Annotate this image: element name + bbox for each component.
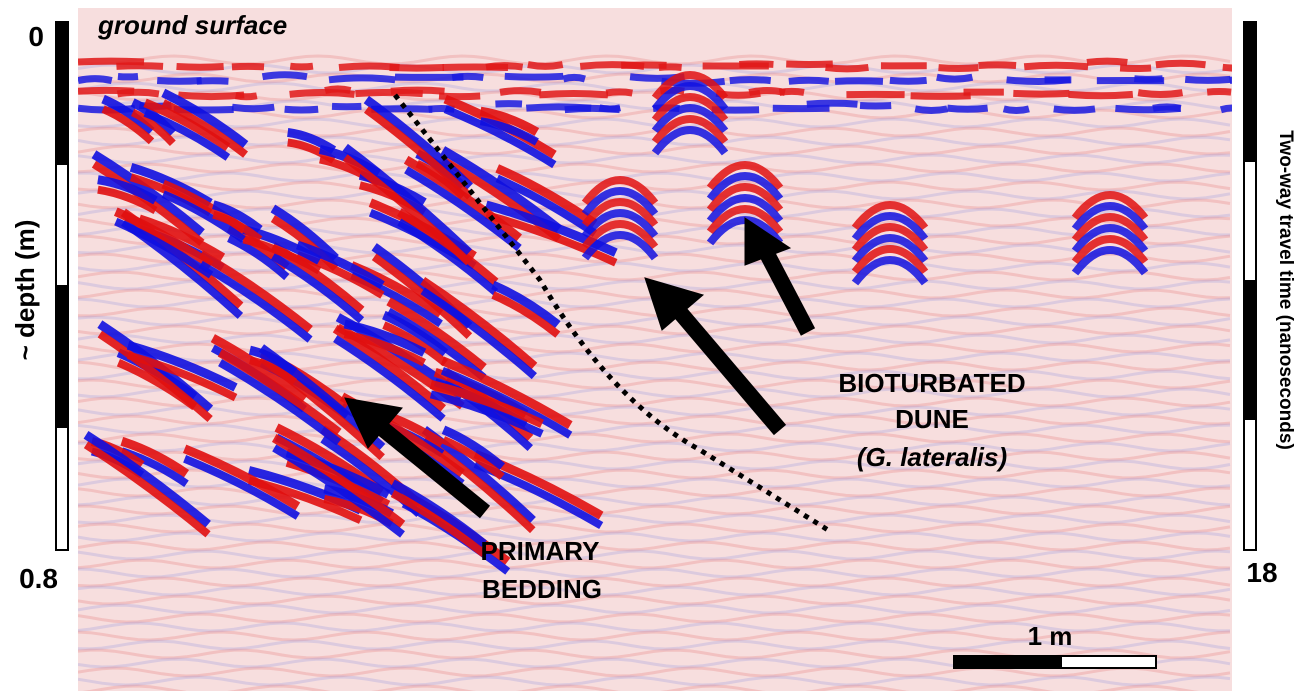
reflection	[1004, 109, 1029, 111]
bar-segment	[1244, 280, 1256, 420]
bar-segment	[56, 285, 68, 428]
reflection	[391, 90, 445, 91]
reflection	[835, 81, 883, 82]
depth-tick: 0	[28, 21, 44, 52]
reflection	[1013, 93, 1069, 94]
reflection	[730, 80, 771, 81]
reflection	[1069, 94, 1133, 95]
reflection	[1153, 107, 1181, 108]
reflection	[528, 65, 563, 67]
reflection	[389, 68, 443, 69]
reflection	[290, 66, 313, 67]
reflection	[262, 75, 306, 77]
annotation-line: BIOTURBATED	[838, 368, 1025, 398]
reflection	[807, 103, 858, 104]
page: {"header": {"title": "ground surface"}, …	[0, 0, 1301, 691]
reflection	[500, 91, 541, 93]
reflection	[979, 65, 1017, 66]
reflection	[947, 108, 987, 109]
reflection	[599, 108, 620, 109]
reflection	[937, 77, 973, 79]
depth-axis-label: ~ depth (m)	[10, 220, 40, 361]
depth-tick: 0.8	[19, 563, 58, 594]
depth-bar	[56, 22, 68, 550]
annotation-line: (G. lateralis)	[857, 442, 1007, 472]
reflection	[486, 66, 523, 67]
bar-segment	[56, 22, 68, 165]
reflection	[505, 76, 563, 77]
reflection	[826, 67, 869, 68]
reflection	[1134, 79, 1162, 80]
reflection	[452, 76, 483, 77]
reflection	[78, 61, 144, 62]
annotation-line: DUNE	[895, 404, 969, 434]
reflection	[659, 67, 682, 68]
reflection	[285, 109, 319, 110]
reflection	[157, 80, 201, 81]
reflection	[789, 80, 829, 81]
time-tick: 18	[1246, 557, 1277, 588]
scale-label: 1 m	[1028, 621, 1073, 651]
scale-bar	[954, 656, 1156, 668]
reflection	[539, 93, 608, 94]
reflection	[78, 79, 112, 81]
reflection	[939, 68, 979, 69]
reflection	[329, 78, 395, 80]
annotation-line: PRIMARY	[481, 536, 600, 566]
reflection	[739, 64, 773, 65]
reflection	[232, 107, 274, 108]
scale-segment	[954, 656, 1062, 668]
reflection	[1185, 79, 1230, 80]
reflection	[563, 77, 585, 79]
reflection	[236, 96, 257, 97]
reflection	[890, 80, 927, 81]
reflection	[1120, 68, 1151, 69]
reflection	[606, 92, 632, 93]
ground-surface-label: ground surface	[97, 10, 287, 40]
reflection	[232, 66, 264, 67]
reflection	[1221, 108, 1244, 110]
reflection	[1087, 61, 1127, 62]
time-axis-label: Two-way travel time (nanoseconds)	[1275, 130, 1296, 450]
reflection	[116, 66, 163, 67]
reflection	[779, 91, 804, 92]
reflection	[439, 96, 480, 97]
reflection	[117, 92, 158, 94]
reflection	[325, 89, 350, 91]
reflection	[177, 67, 224, 68]
reflection	[911, 96, 971, 97]
reflection	[197, 81, 229, 82]
reflection	[1207, 92, 1231, 93]
reflection	[178, 95, 244, 97]
reflection	[915, 109, 947, 111]
annotation-line: BEDDING	[482, 574, 602, 604]
figure: ground surface 0 0.8 ~ depth (m) 0 18 Tw…	[0, 0, 1301, 691]
time-bar	[1244, 22, 1256, 550]
reflection	[1054, 109, 1095, 110]
time-tick: 0	[1242, 21, 1258, 52]
reflection	[1156, 63, 1206, 64]
reflection	[1138, 93, 1182, 95]
reflection	[1024, 65, 1088, 67]
